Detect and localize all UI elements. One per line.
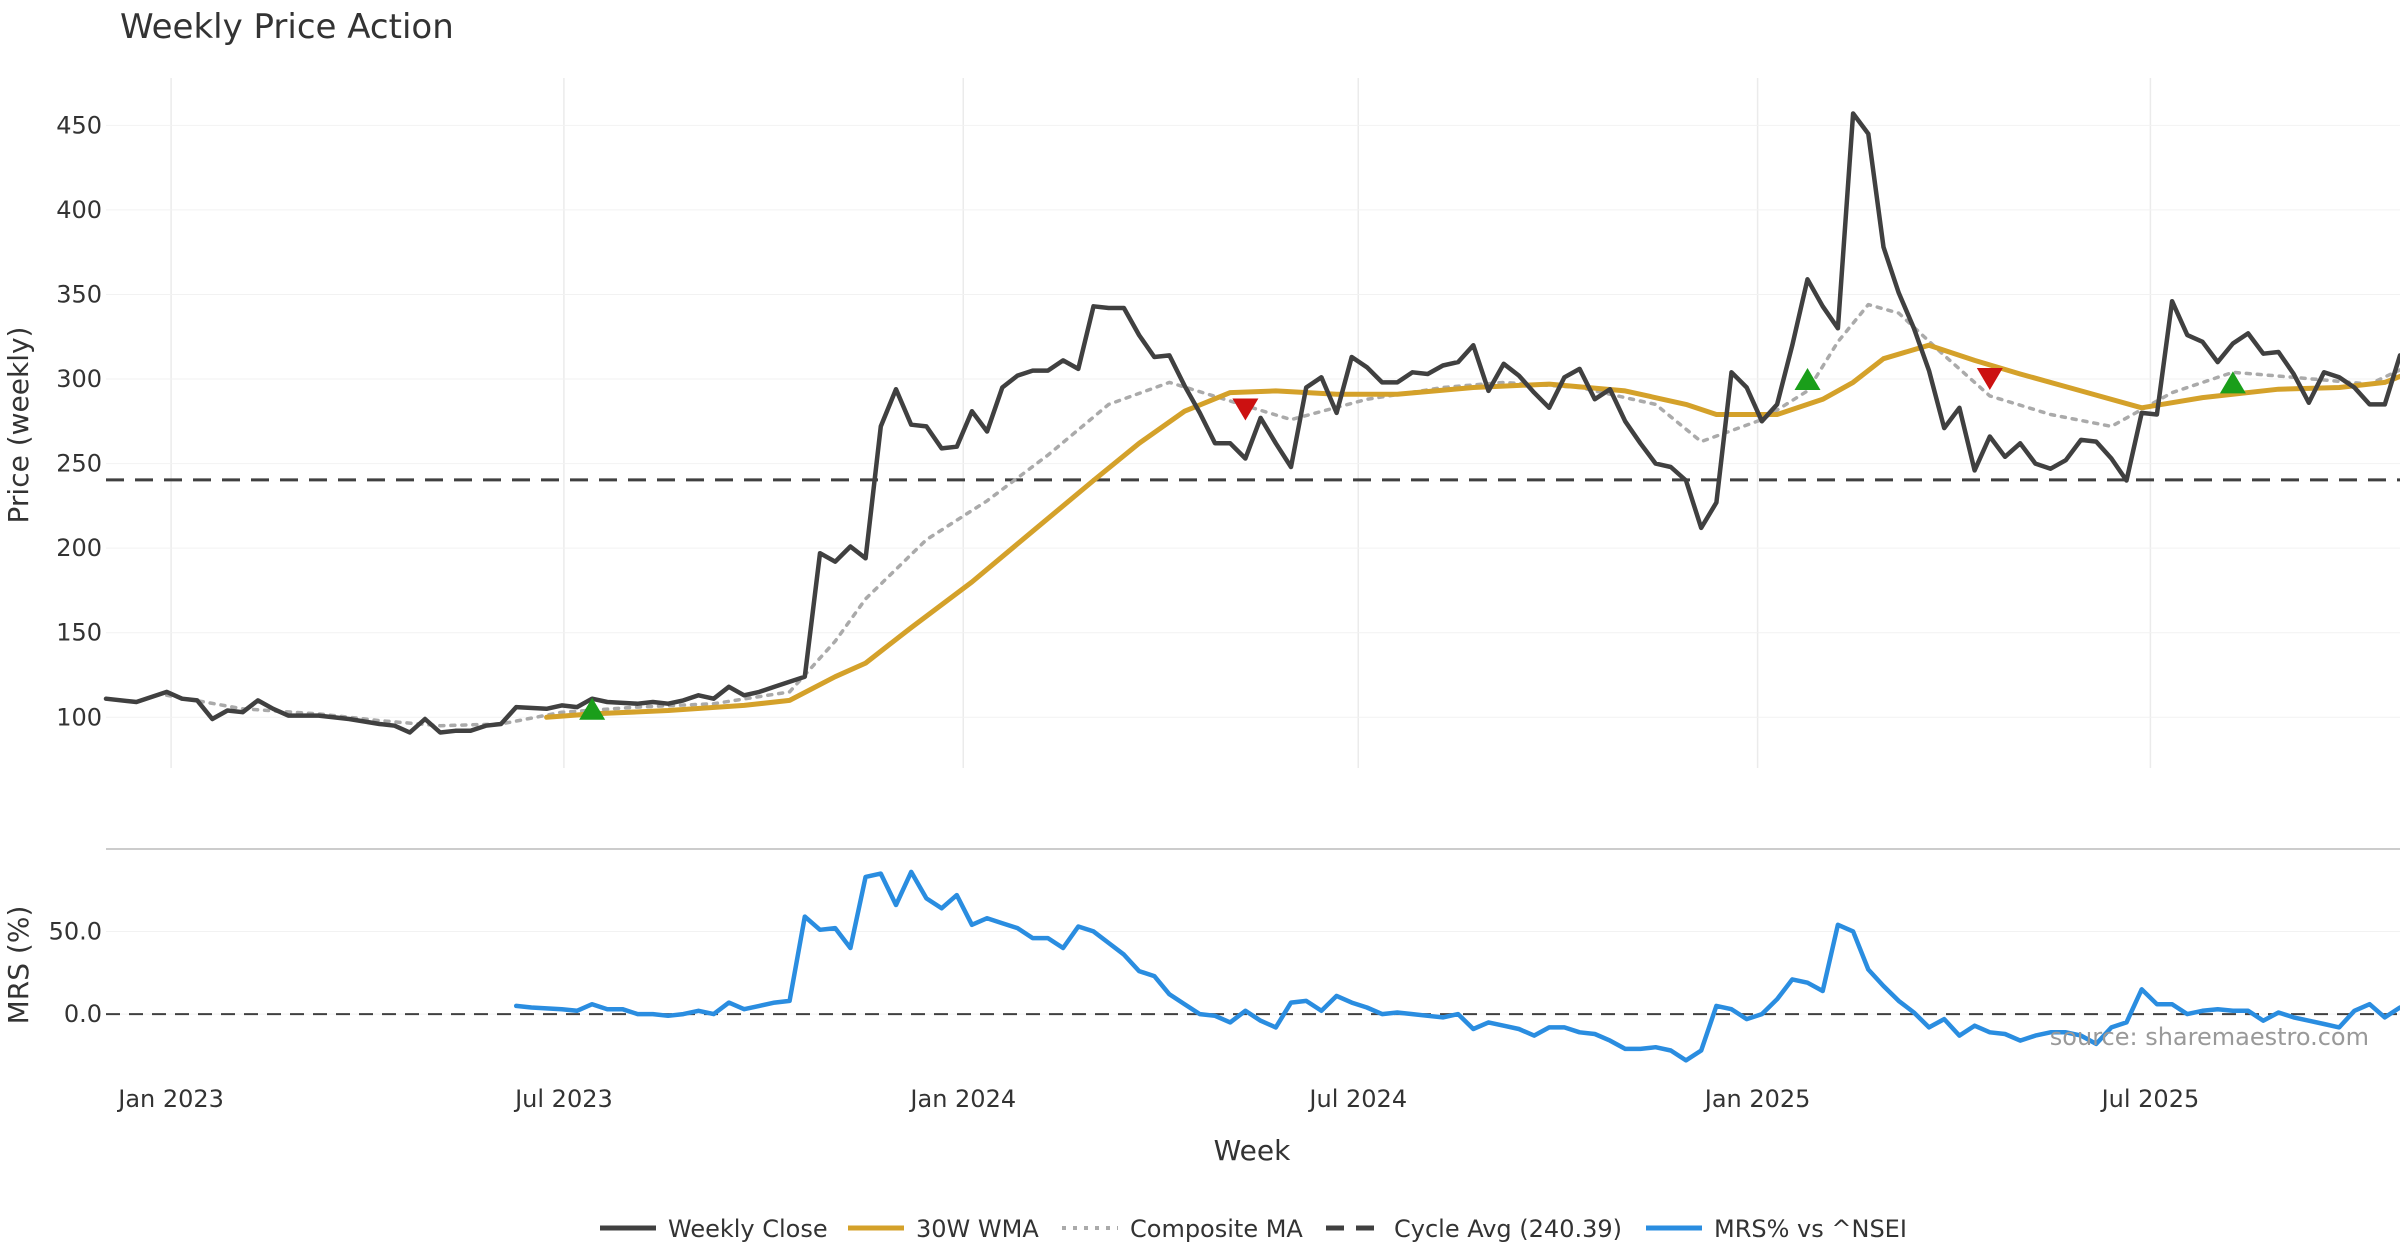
x-tick-label: Jul 2024 <box>1307 1085 1407 1113</box>
mrs-y-ticks: 0.0 50.0 <box>49 917 102 1028</box>
price-y-tick-label: 400 <box>56 196 102 224</box>
x-tick-label: Jan 2023 <box>116 1085 224 1113</box>
price-y-tick-label: 300 <box>56 365 102 393</box>
legend-label: Weekly Close <box>668 1215 828 1243</box>
legend-label: Cycle Avg (240.39) <box>1394 1215 1622 1243</box>
price-y-tick-label: 200 <box>56 534 102 562</box>
sell-signal-marker <box>1232 398 1259 421</box>
x-tick-label: Jan 2024 <box>908 1085 1016 1113</box>
x-axis-label: Week <box>1214 1134 1291 1167</box>
price-y-tick-label: 450 <box>56 111 102 139</box>
series-mrs-line <box>513 869 2400 1063</box>
series-composite-ma-line <box>165 302 2400 728</box>
mrs-y-tick-label: 50.0 <box>49 917 102 945</box>
x-tick-label: Jan 2025 <box>1703 1085 1811 1113</box>
chart-title: Weekly Price Action <box>120 7 454 47</box>
x-tick-label: Jul 2023 <box>513 1085 613 1113</box>
buy-signal-marker <box>1794 368 1821 391</box>
buy-signal-marker <box>2219 371 2246 394</box>
price-y-tick-label: 250 <box>56 450 102 478</box>
price-y-tick-label: 150 <box>56 619 102 647</box>
legend-label: Composite MA <box>1130 1215 1303 1243</box>
legend-label: 30W WMA <box>916 1215 1039 1243</box>
mrs-y-axis-label: MRS (%) <box>2 906 35 1025</box>
x-ticks: Jan 2023 Jul 2023 Jan 2024 Jul 2024 Jan 2025… <box>116 1085 2199 1113</box>
price-y-ticks: 100 150 200 250 300 350 400 450 <box>56 111 102 731</box>
series-weekly-close-line <box>103 111 2400 735</box>
legend-label: MRS% vs ^NSEI <box>1714 1215 1907 1243</box>
price-series <box>103 111 2400 735</box>
price-y-axis-label: Price (weekly) <box>2 327 35 524</box>
buy-signal-marker <box>579 697 606 720</box>
source-credit: source: sharemaestro.com <box>2050 1023 2369 1051</box>
signal-markers <box>579 368 2246 720</box>
price-y-tick-label: 350 <box>56 280 102 308</box>
legend: Weekly Close 30W WMA Composite MA Cycle Avg… <box>600 1215 1907 1243</box>
x-tick-label: Jul 2025 <box>2100 1085 2200 1113</box>
mrs-series <box>513 869 2400 1063</box>
mrs-y-tick-label: 0.0 <box>64 1000 102 1028</box>
grid-layer <box>106 78 2400 1015</box>
series-30w-wma-line <box>544 342 2400 720</box>
price-y-tick-label: 100 <box>56 703 102 731</box>
sell-signal-marker <box>1976 368 2003 391</box>
